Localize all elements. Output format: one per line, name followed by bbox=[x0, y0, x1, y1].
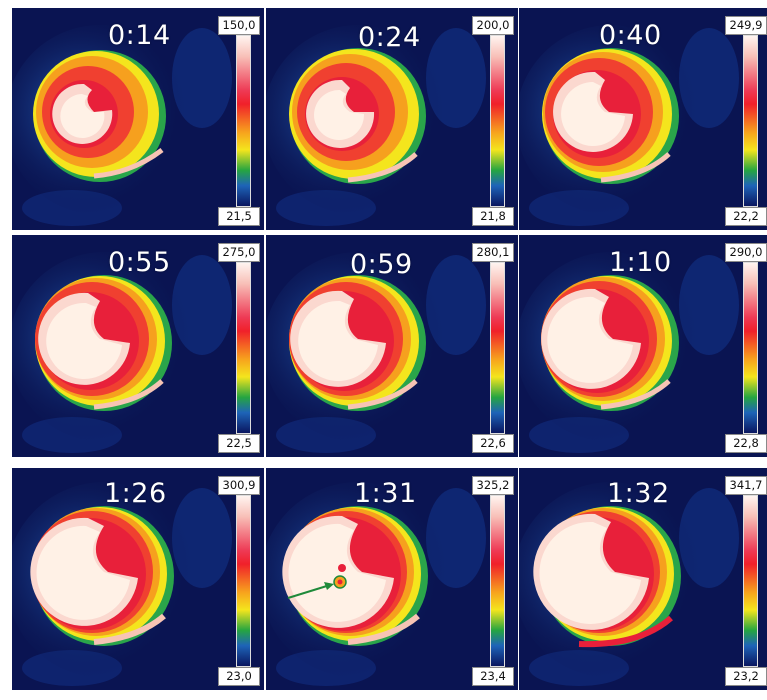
scale-min-value: 22,8 bbox=[725, 434, 767, 453]
temperature-scale: 300,9 23,0 bbox=[218, 476, 260, 686]
thermal-panel: 1:10 290,0 22,8 bbox=[519, 235, 767, 457]
time-label: 0:24 bbox=[358, 22, 421, 53]
thermal-image bbox=[519, 8, 767, 230]
scale-min-value: 23,0 bbox=[218, 667, 260, 686]
thermal-panel: 1:26 300,9 23,0 bbox=[12, 468, 264, 690]
thermal-panel: 0:40 249,9 22,2 bbox=[519, 8, 767, 230]
scale-max-value: 300,9 bbox=[218, 476, 260, 495]
hot-spot-marker bbox=[337, 579, 343, 585]
thermal-image bbox=[266, 235, 518, 457]
thermal-panel: 1:32 341,7 23,2 bbox=[519, 468, 767, 690]
thermal-image bbox=[519, 235, 767, 457]
scale-max-value: 150,0 bbox=[218, 16, 260, 35]
temperature-scale: 275,0 22,5 bbox=[218, 243, 260, 453]
thermal-image bbox=[12, 468, 264, 690]
scale-min-value: 21,5 bbox=[218, 207, 260, 226]
color-scale-bar bbox=[490, 262, 505, 434]
time-label: 1:32 bbox=[607, 478, 670, 509]
thermal-panel: 0:55 275,0 22,5 bbox=[12, 235, 264, 457]
color-scale-bar bbox=[743, 495, 758, 667]
color-scale-bar bbox=[236, 262, 251, 434]
thermal-image bbox=[12, 8, 264, 230]
scale-min-value: 22,6 bbox=[472, 434, 514, 453]
time-label: 1:26 bbox=[104, 478, 167, 509]
scale-max-value: 341,7 bbox=[725, 476, 767, 495]
color-scale-bar bbox=[490, 495, 505, 667]
thermal-panel: 1:31 325,2 23,4 bbox=[266, 468, 518, 690]
scale-min-value: 22,2 bbox=[725, 207, 767, 226]
time-label: 0:59 bbox=[350, 249, 413, 280]
temperature-scale: 249,9 22,2 bbox=[725, 16, 767, 226]
hot-spot-marker bbox=[338, 564, 346, 572]
color-scale-bar bbox=[743, 262, 758, 434]
temperature-scale: 290,0 22,8 bbox=[725, 243, 767, 453]
pointer-arrow bbox=[287, 584, 331, 599]
scale-min-value: 22,5 bbox=[218, 434, 260, 453]
thermal-image bbox=[266, 8, 518, 230]
scale-min-value: 23,2 bbox=[725, 667, 767, 686]
scale-max-value: 200,0 bbox=[472, 16, 514, 35]
time-label: 1:31 bbox=[354, 478, 417, 509]
time-label: 0:40 bbox=[599, 20, 662, 51]
color-scale-bar bbox=[236, 495, 251, 667]
color-scale-bar bbox=[236, 35, 251, 207]
color-scale-bar bbox=[743, 35, 758, 207]
thermal-panel: 0:59 280,1 22,6 bbox=[266, 235, 518, 457]
temperature-scale: 280,1 22,6 bbox=[472, 243, 514, 453]
scale-min-value: 23,4 bbox=[472, 667, 514, 686]
scale-max-value: 290,0 bbox=[725, 243, 767, 262]
thermal-panel: 0:14 150,0 21,5 bbox=[12, 8, 264, 230]
time-label: 1:10 bbox=[609, 247, 672, 278]
scale-max-value: 249,9 bbox=[725, 16, 767, 35]
color-scale-bar bbox=[490, 35, 505, 207]
scale-max-value: 325,2 bbox=[472, 476, 514, 495]
scale-max-value: 280,1 bbox=[472, 243, 514, 262]
scale-min-value: 21,8 bbox=[472, 207, 514, 226]
time-label: 0:14 bbox=[108, 20, 171, 51]
temperature-scale: 200,0 21,8 bbox=[472, 16, 514, 226]
thermal-image bbox=[12, 235, 264, 457]
temperature-scale: 341,7 23,2 bbox=[725, 476, 767, 686]
thermal-panel: 0:24 200,0 21,8 bbox=[266, 8, 518, 230]
pointer-arrowhead bbox=[324, 582, 334, 590]
thermal-image bbox=[519, 468, 767, 690]
thermal-image bbox=[266, 468, 518, 690]
time-label: 0:55 bbox=[108, 247, 171, 278]
temperature-scale: 150,0 21,5 bbox=[218, 16, 260, 226]
scale-max-value: 275,0 bbox=[218, 243, 260, 262]
temperature-scale: 325,2 23,4 bbox=[472, 476, 514, 686]
